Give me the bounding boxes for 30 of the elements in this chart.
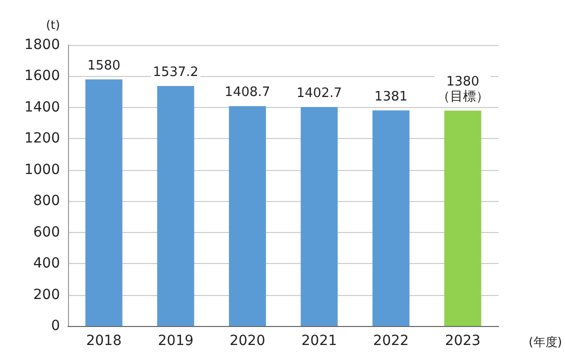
data-label: 1408.7 [224, 85, 270, 100]
y-tick-label: 1600 [24, 68, 60, 84]
x-tick-label: 2019 [158, 333, 194, 349]
x-tick-label: 2020 [230, 333, 266, 349]
y-tick-label: 600 [33, 224, 60, 240]
bar [444, 110, 482, 326]
bar [372, 110, 410, 326]
x-tick-label: 2021 [301, 333, 338, 349]
data-label: 1580 [87, 58, 120, 74]
x-tick-label: 2023 [444, 333, 481, 349]
y-tick-label: 400 [33, 256, 60, 272]
bar [228, 106, 266, 326]
x-axis-title: (年度) [528, 335, 562, 349]
data-label: 1402.7 [296, 86, 342, 102]
y-tick-label: 200 [33, 286, 60, 303]
data-label: 1537.2 [152, 65, 198, 80]
data-label: 1380 （目標） [436, 74, 489, 105]
y-axis-title: (t) [46, 18, 60, 32]
y-tick-label: 0 [51, 318, 60, 334]
bar [85, 79, 122, 326]
data-label: 1381 [374, 89, 408, 104]
y-tick-label: 1400 [24, 99, 60, 116]
x-tick-label: 2018 [86, 333, 122, 349]
bar [300, 107, 338, 326]
y-tick-label: 1800 [24, 37, 60, 53]
y-tick-label: 1200 [24, 130, 60, 147]
bar [157, 86, 194, 326]
x-tick-label: 2022 [373, 333, 409, 349]
y-tick-label: 1000 [24, 162, 60, 178]
y-tick-label: 800 [33, 193, 60, 210]
